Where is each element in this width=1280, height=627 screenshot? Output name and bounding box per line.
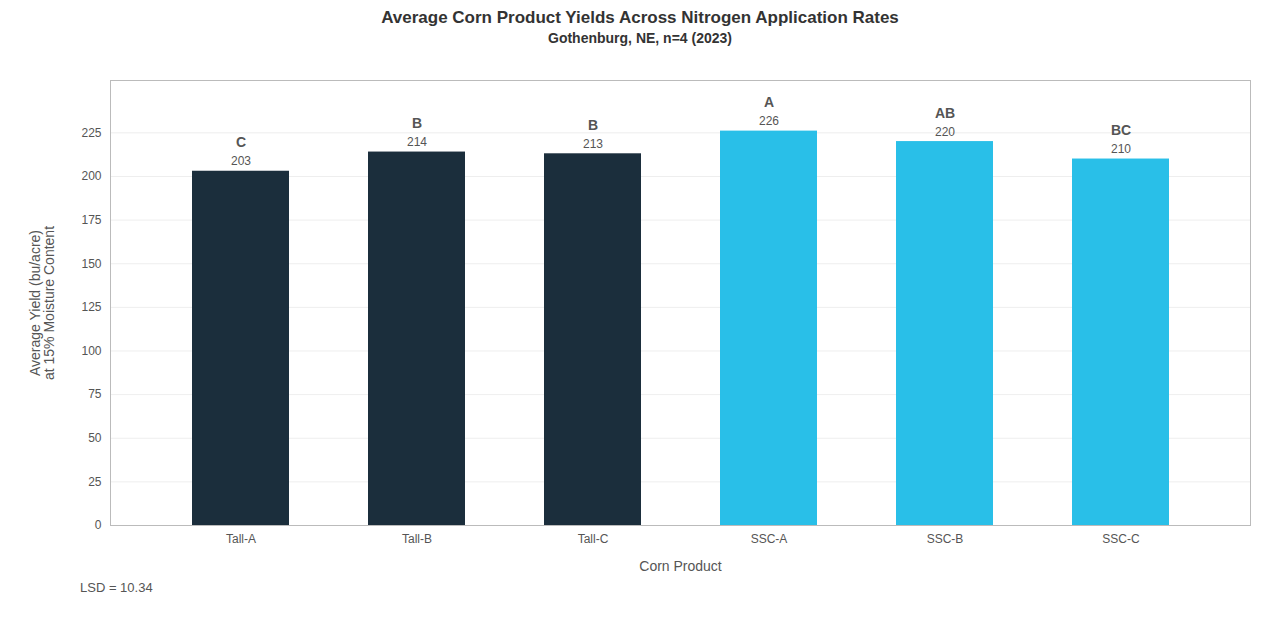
svg-text:25: 25 bbox=[88, 475, 102, 489]
svg-text:B: B bbox=[588, 117, 598, 133]
svg-text:0: 0 bbox=[95, 518, 102, 532]
svg-text:Tall-A: Tall-A bbox=[226, 532, 256, 546]
svg-text:Tall-B: Tall-B bbox=[402, 532, 432, 546]
svg-text:213: 213 bbox=[583, 137, 603, 151]
svg-text:175: 175 bbox=[81, 213, 101, 227]
svg-text:226: 226 bbox=[759, 114, 779, 128]
svg-text:SSC-A: SSC-A bbox=[751, 532, 788, 546]
svg-text:C: C bbox=[236, 134, 246, 150]
svg-text:150: 150 bbox=[81, 257, 101, 271]
svg-text:B: B bbox=[412, 115, 422, 131]
svg-text:100: 100 bbox=[81, 344, 101, 358]
svg-text:200: 200 bbox=[81, 169, 101, 183]
svg-text:214: 214 bbox=[407, 135, 427, 149]
svg-text:Average Yield (bu/acre)at 15%: Average Yield (bu/acre)at 15% Moisture C… bbox=[27, 226, 57, 380]
svg-text:AB: AB bbox=[935, 105, 955, 121]
svg-text:A: A bbox=[764, 94, 774, 110]
svg-text:BC: BC bbox=[1111, 122, 1131, 138]
svg-text:Tall-C: Tall-C bbox=[578, 532, 609, 546]
svg-text:75: 75 bbox=[88, 387, 102, 401]
svg-text:50: 50 bbox=[88, 431, 102, 445]
html-text:Average Corn Product Yields Ac: Average Corn Product Yields Across Nitro… bbox=[381, 8, 899, 27]
svg-text:125: 125 bbox=[81, 300, 101, 314]
svg-text:SSC-C: SSC-C bbox=[1102, 532, 1140, 546]
html-text:LSD = 10.34: LSD = 10.34 bbox=[80, 580, 153, 595]
svg-text:220: 220 bbox=[935, 125, 955, 139]
svg-text:Corn Product: Corn Product bbox=[639, 558, 722, 574]
html-text:Gothenburg, NE, n=4 (2023): Gothenburg, NE, n=4 (2023) bbox=[548, 30, 732, 46]
svg-text:203: 203 bbox=[231, 154, 251, 168]
svg-text:225: 225 bbox=[81, 126, 101, 140]
svg-text:SSC-B: SSC-B bbox=[927, 532, 964, 546]
svg-text:210: 210 bbox=[1111, 142, 1131, 156]
